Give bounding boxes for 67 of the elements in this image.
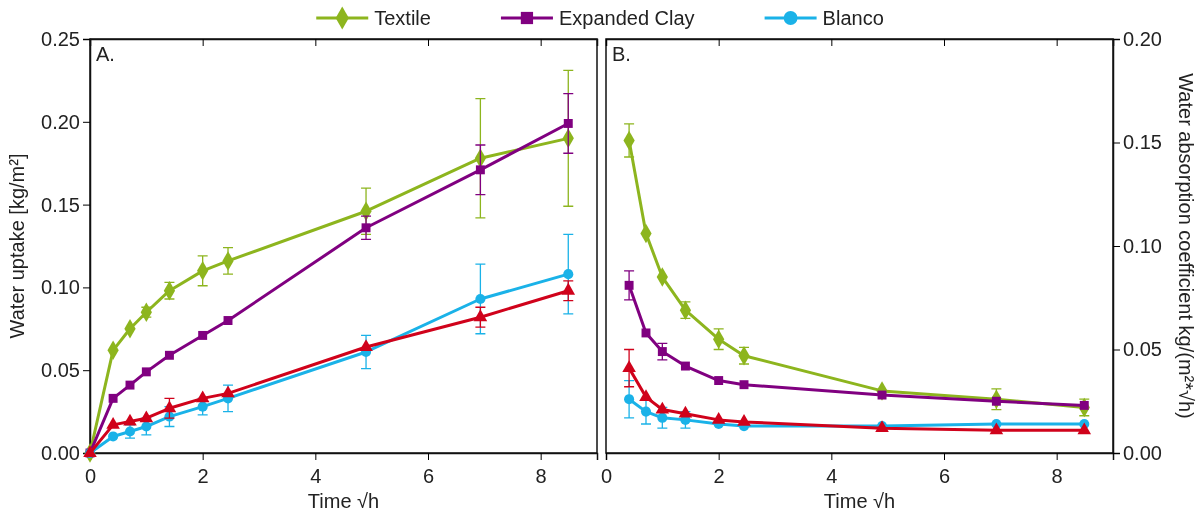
y-tick-label: 0.10	[41, 276, 80, 299]
x-tick-label: 8	[1051, 465, 1063, 487]
x-tick-label: 4	[826, 465, 838, 487]
x-tick-label: 4	[310, 465, 322, 487]
y2-tick-label: 0.00	[1123, 441, 1162, 464]
x-tick-label: 2	[197, 465, 209, 487]
y-tick-label: 0.00	[41, 441, 80, 464]
point	[655, 401, 670, 414]
annotation: A.	[96, 43, 115, 65]
x-tick-label: 0	[600, 465, 613, 487]
point	[624, 280, 634, 290]
point	[475, 293, 486, 305]
y2-tick-label: 0.15	[1123, 131, 1162, 154]
x-tick-label: 8	[535, 465, 547, 487]
point	[108, 431, 119, 442]
point	[139, 410, 154, 423]
point	[223, 316, 233, 325]
point	[641, 328, 651, 338]
point	[359, 339, 373, 351]
x-tick-label: 0	[84, 465, 97, 487]
x-tick-label: 2	[713, 465, 725, 487]
y-axis-title: Water uptake [kg/m²]	[6, 153, 28, 339]
point	[123, 413, 137, 426]
point	[622, 360, 636, 373]
point	[563, 118, 573, 128]
y2-tick-label: 0.20	[1123, 27, 1162, 50]
point	[739, 380, 749, 390]
point	[563, 269, 574, 280]
legend-label: Textile	[374, 7, 431, 29]
point	[361, 223, 371, 233]
point	[125, 380, 135, 390]
point	[561, 282, 576, 295]
point	[108, 393, 118, 403]
legend-label: Expanded Clay	[558, 7, 695, 29]
point	[711, 412, 726, 424]
point	[106, 417, 120, 429]
point	[737, 414, 751, 426]
point	[1077, 422, 1092, 435]
point	[475, 165, 485, 175]
point	[141, 367, 151, 377]
point	[195, 390, 210, 403]
point	[639, 389, 653, 402]
point	[989, 422, 1004, 435]
annotation: B.	[612, 43, 631, 65]
point	[624, 394, 635, 405]
point	[162, 400, 177, 413]
point	[657, 412, 668, 423]
y-tick-label: 0.20	[41, 110, 80, 133]
y2-tick-label: 0.05	[1123, 338, 1162, 361]
x-axis-title: Time √h	[823, 490, 896, 512]
x-tick-label: 6	[422, 465, 435, 487]
y2-axis-title: Water absorption coefficient kg/(m²*√h)	[1175, 73, 1197, 419]
x-axis-title: Time √h	[307, 490, 380, 512]
y2-tick-label: 0.10	[1123, 234, 1162, 257]
point	[640, 406, 652, 417]
x-tick-label: 6	[938, 465, 951, 487]
y-tick-label: 0.25	[41, 27, 80, 50]
legend-label: Blanco	[822, 7, 884, 29]
point	[714, 376, 724, 386]
point	[680, 361, 690, 371]
point	[164, 350, 174, 360]
y-tick-label: 0.05	[41, 359, 80, 382]
point	[221, 385, 235, 398]
y-tick-label: 0.15	[41, 193, 80, 216]
point	[678, 405, 693, 418]
point	[473, 309, 488, 322]
point	[198, 330, 208, 340]
